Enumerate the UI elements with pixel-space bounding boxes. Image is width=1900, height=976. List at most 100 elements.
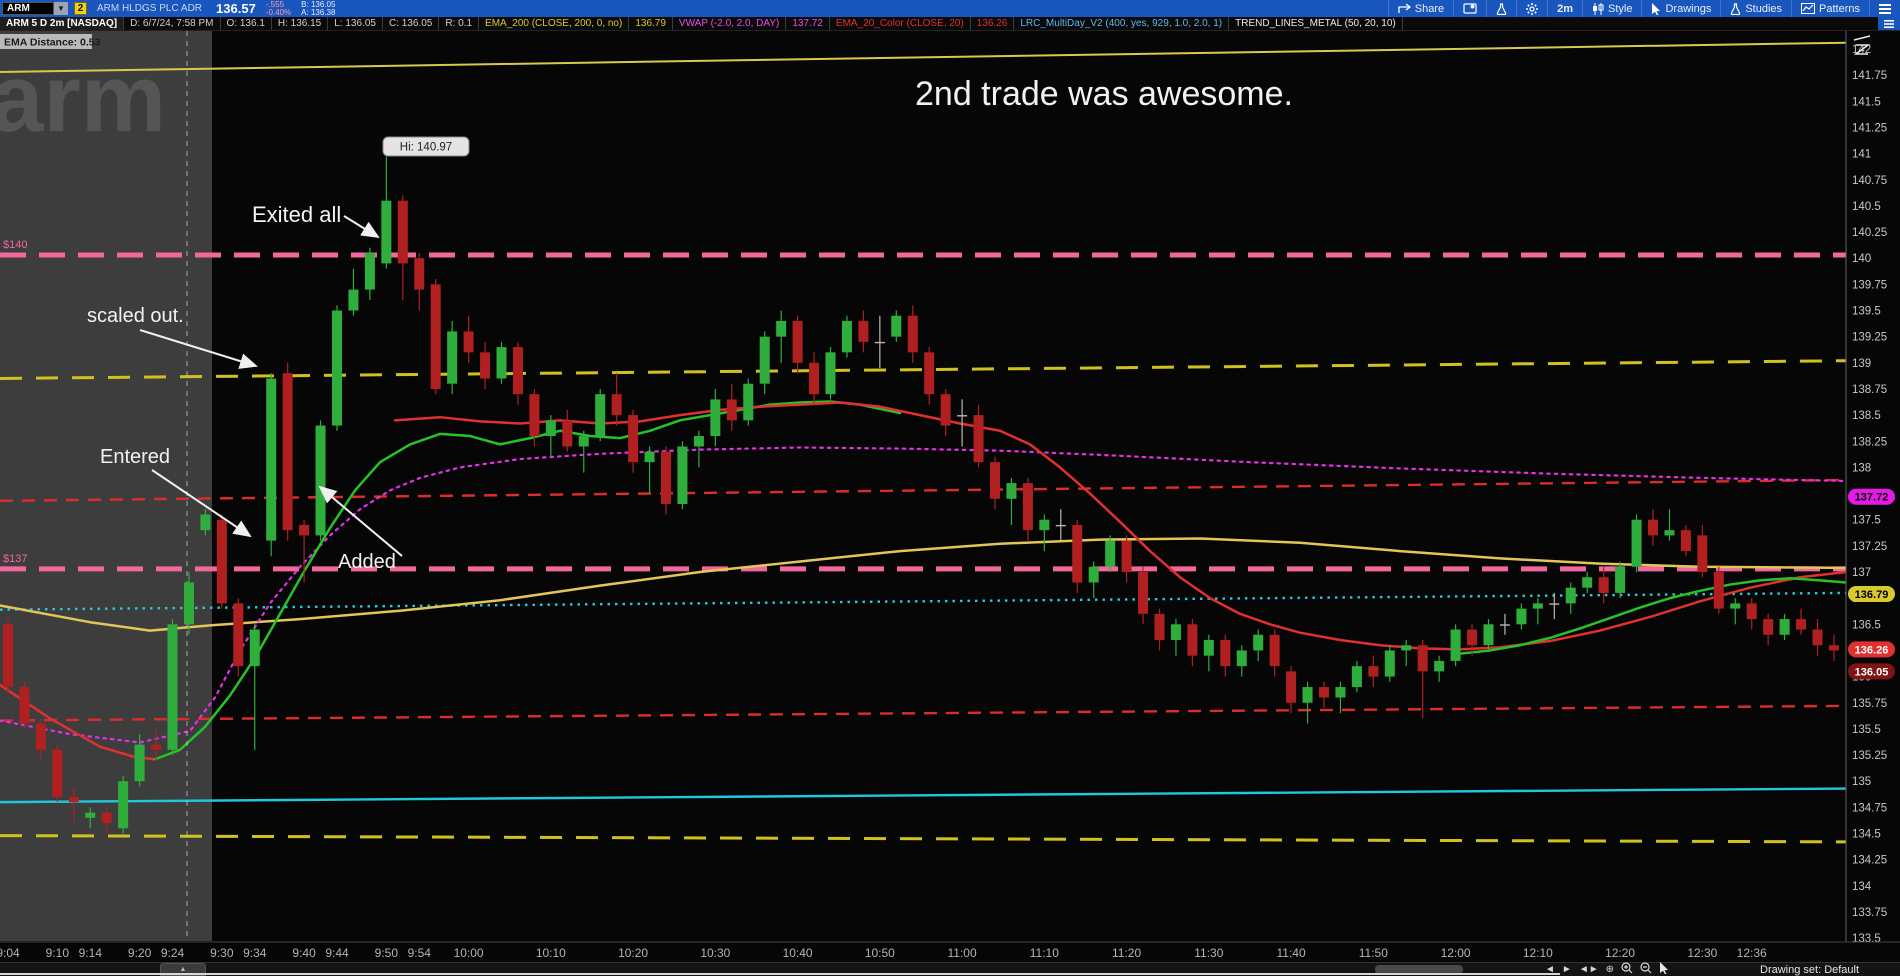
price-axis-label: 138.25 [1852, 436, 1887, 448]
bid-ask: B: 136.05 A: 136.38 [301, 0, 335, 17]
pan-right-button[interactable]: ► [1561, 964, 1572, 975]
candle-body [397, 200, 408, 264]
candle-body [1335, 687, 1346, 698]
price-axis-label: 138.5 [1852, 410, 1881, 422]
price-axis-label: 140.75 [1852, 175, 1887, 187]
candle-body [1434, 660, 1445, 672]
ema20-falling-2 [393, 401, 1846, 651]
ema200 [0, 537, 1846, 632]
toolbar-buttons: Share 2m [1387, 0, 1900, 17]
chart-canvas[interactable]: arm $140 $137 2nd trade was awesome. Exited … [0, 31, 1900, 962]
ticker-input[interactable]: ARM [2, 2, 54, 15]
settings-button[interactable] [1516, 0, 1547, 17]
candle-body [1730, 603, 1741, 609]
candle-body [1417, 645, 1428, 672]
price-change: -.555 -0.40% [265, 0, 291, 17]
timeframe-button[interactable]: 2m [1547, 0, 1582, 17]
time-axis-label: 9:10 [46, 946, 70, 960]
studies-button[interactable]: Studies [1720, 0, 1791, 17]
price-axis-label: 139 [1852, 358, 1871, 370]
axis-price-bubble [1848, 585, 1895, 602]
candle-body [1170, 624, 1181, 640]
price-axis-label: 135.5 [1852, 724, 1881, 736]
cursor-icon [1651, 2, 1661, 15]
vwap [0, 446, 1846, 744]
candle-body [693, 436, 704, 447]
time-axis-label: 9:04 [0, 946, 20, 960]
share-button[interactable]: Share [1387, 0, 1453, 17]
analyze-button[interactable] [1486, 0, 1516, 17]
candle-body [1269, 634, 1280, 667]
info-cell: R: 0.1 [439, 17, 480, 30]
change-value: -.555 [265, 0, 285, 9]
info-cell: C: 136.05 [383, 17, 440, 30]
zoom-out-button[interactable] [1640, 962, 1652, 976]
flask-icon [1496, 2, 1507, 15]
alerts-button[interactable] [1453, 0, 1486, 17]
candle-body [1467, 629, 1478, 646]
candle-body [233, 603, 244, 667]
time-axis-label: 9:14 [79, 946, 103, 960]
time-scrollbar-thumb[interactable] [1375, 965, 1463, 974]
candle-body [1220, 639, 1231, 667]
time-axis-label: 9:20 [128, 946, 152, 960]
trend-top [0, 41, 1846, 74]
link-badge[interactable]: 2 [74, 2, 87, 15]
pointer-button[interactable] [1659, 962, 1669, 976]
candle-body [3, 624, 13, 688]
candle-body [1450, 629, 1461, 661]
candle-body [52, 749, 63, 797]
candle-body [1598, 577, 1609, 593]
candle-body [759, 336, 770, 384]
pan-left-button[interactable]: ◄ [1545, 964, 1555, 975]
candle-body [101, 812, 112, 824]
candle-body [1812, 629, 1823, 646]
share-icon [1398, 3, 1411, 14]
candle-body [249, 629, 260, 667]
drawings-label: Drawings [1665, 2, 1712, 15]
pan-both-button[interactable]: ◄► [1578, 964, 1599, 975]
price-axis-label: 137.5 [1852, 515, 1881, 527]
price-axis-label: 138.75 [1852, 384, 1887, 396]
gear-icon [1526, 2, 1539, 15]
info-cell: VWAP (-2.0, 2.0, DAY) [673, 17, 787, 30]
candle-body [381, 200, 392, 264]
price-axis-label: 135.25 [1852, 750, 1887, 762]
price-axis-label: 134.75 [1852, 802, 1887, 814]
candle-body [940, 394, 951, 426]
candle-body [1680, 530, 1691, 552]
time-axis-label: 10:20 [618, 946, 648, 960]
candle-body [282, 373, 293, 531]
candle-body [973, 415, 984, 463]
zoom-in-button[interactable] [1621, 962, 1633, 976]
info-cell: LRC_MultiDay_V2 (400, yes, 929, 1.0, 2.0… [1014, 17, 1230, 30]
candle-body [447, 331, 458, 384]
candle-body [1319, 687, 1329, 698]
candle-body [1648, 519, 1658, 536]
ticker-dropdown-icon[interactable]: ▼ [54, 2, 68, 15]
candle-body [1516, 608, 1527, 625]
collapse-corner-button[interactable] [1878, 17, 1900, 30]
info-cell: 137.72 [786, 17, 830, 30]
time-axis-label: 9:24 [161, 946, 185, 960]
drawings-button[interactable]: Drawings [1641, 0, 1720, 17]
candle-body [874, 341, 885, 344]
style-button[interactable]: Style [1582, 0, 1641, 17]
candle-body [1796, 619, 1807, 630]
drawing-set-selector[interactable]: Drawing set: Default [1760, 963, 1860, 976]
zoom-out-icon [1640, 962, 1652, 974]
plot-region: arm $140 $137 2nd trade was awesome. Exited … [0, 31, 1846, 941]
time-axis-label: 11:40 [1277, 946, 1306, 960]
axis-price-bubble [1848, 663, 1895, 680]
chart-area[interactable]: arm $140 $137 2nd trade was awesome. Exited … [0, 31, 1900, 962]
symbol-description: ARM HLDGS PLC ADR [97, 3, 203, 14]
candle-body [825, 352, 836, 395]
patterns-button[interactable]: Patterns [1791, 0, 1869, 17]
candle-body [990, 462, 1000, 499]
info-cell: EMA_200 (CLOSE, 200, 0, no) [479, 17, 630, 30]
candle-body [529, 394, 540, 437]
fit-button[interactable]: ⊕ [1605, 964, 1614, 975]
menu-button[interactable] [1869, 0, 1900, 17]
candle-body [1779, 619, 1790, 635]
note-exited: Exited all [252, 202, 341, 227]
